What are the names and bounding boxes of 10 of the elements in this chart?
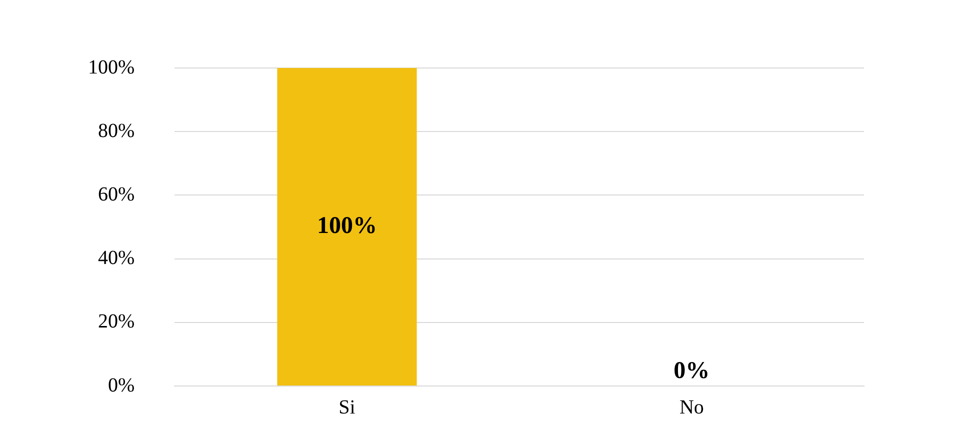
y-tick-label: 60% bbox=[98, 183, 135, 206]
data-label: 0% bbox=[674, 358, 710, 384]
y-tick-label: 0% bbox=[108, 374, 135, 396]
y-tick-label: 20% bbox=[98, 310, 135, 333]
x-tick-label: No bbox=[679, 396, 704, 418]
y-tick-label: 100% bbox=[88, 56, 135, 78]
data-label: 100% bbox=[316, 212, 377, 239]
x-tick-label: Si bbox=[338, 396, 356, 418]
y-tick-label: 40% bbox=[98, 247, 135, 270]
y-tick-label: 80% bbox=[98, 120, 135, 142]
